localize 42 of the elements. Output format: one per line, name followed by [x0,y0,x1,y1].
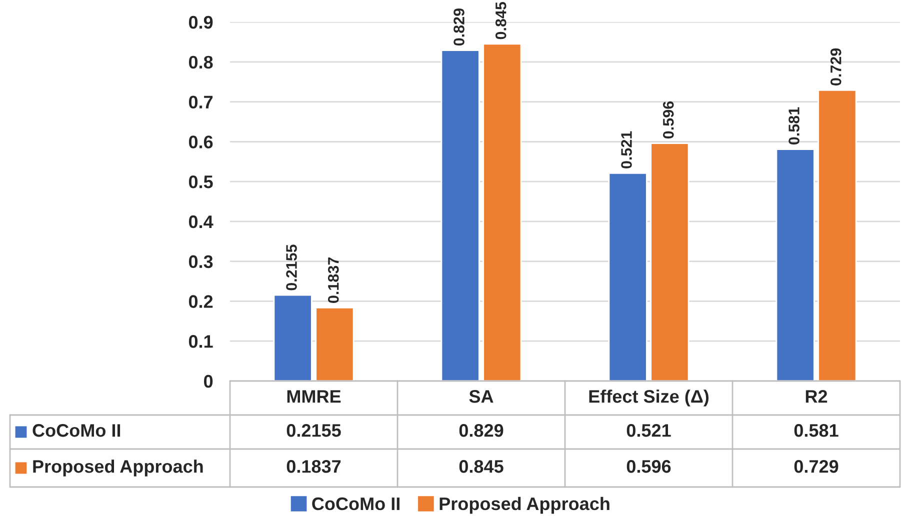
data-label: 0.729 [794,460,838,473]
bar [482,43,522,381]
text: 0.729 [830,48,842,86]
y-tick-label: 0.6 [188,136,213,148]
legend-label: Proposed Approach [440,496,610,514]
bar [650,142,690,381]
data-label: 0.581 [794,424,838,437]
bar [273,294,312,381]
text: 0.845 [495,2,506,40]
x-tick-label: R2 [806,390,828,403]
x-tick-label: Effect Size (Δ) [589,390,709,406]
x-tick-label: SA [469,390,494,403]
bar [776,148,815,381]
y-tick-label: 0.7 [188,96,213,108]
data-label: 0.2155 [286,424,341,437]
bar [818,90,857,381]
y-tick-label: 0.5 [188,175,213,188]
y-tick-label: 0.9 [188,16,213,29]
text: Proposed Approach [33,460,203,476]
text: CoCoMo II [32,424,120,437]
data-label: 0.1837 [286,460,341,473]
text: 0.581 [788,107,800,144]
bar [315,307,354,381]
y-tick-label: 0.3 [188,255,213,268]
text: 0.2155 [286,244,297,290]
y-tick-label: 0.4 [188,215,214,228]
text: 0.521 [621,131,632,168]
text: 0.596 [662,101,674,138]
y-tick-label: 0 [204,374,213,388]
text: 0.829 [454,8,464,46]
x-tick-label: MMRE [287,390,341,403]
y-tick-label: 0.2 [188,295,213,308]
data-label: 0.521 [626,424,671,437]
legend-label: CoCoMo II [312,497,400,510]
y-tick-label: 0.1 [188,335,213,348]
y-tick-label: 0.8 [188,56,213,69]
data-label: 0.829 [459,424,504,437]
data-label: 0.596 [626,460,671,473]
text: 0.1837 [328,258,339,303]
data-label: 0.845 [459,460,504,473]
bar [440,50,480,381]
bar [608,172,648,381]
